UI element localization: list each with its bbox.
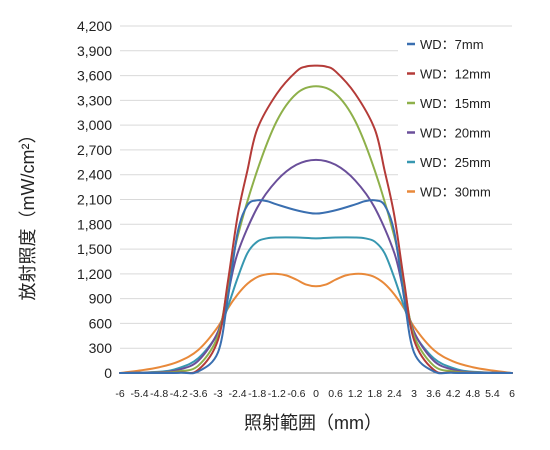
y-axis-title: 放射照度（mW/cm²） bbox=[18, 126, 38, 301]
legend-label: WD：20mm bbox=[420, 126, 491, 141]
y-tick-label: 300 bbox=[89, 340, 113, 356]
y-tick-label: 0 bbox=[104, 365, 112, 381]
y-tick-label: 1,200 bbox=[77, 266, 112, 282]
x-tick-label: -5.4 bbox=[131, 388, 149, 400]
x-tick-label: -1.2 bbox=[268, 388, 286, 400]
x-tick-label: 3 bbox=[411, 388, 417, 400]
legend-label: WD：30mm bbox=[420, 185, 491, 200]
x-tick-label: 5.4 bbox=[485, 388, 500, 400]
x-tick-label: 4.2 bbox=[446, 388, 461, 400]
x-tick-label: 1.8 bbox=[367, 388, 382, 400]
series-line bbox=[119, 64, 513, 374]
legend-label: WD：15mm bbox=[420, 96, 491, 111]
x-tick-label: 3.6 bbox=[426, 388, 441, 400]
y-tick-label: 1,500 bbox=[77, 241, 112, 257]
y-tick-label: 2,100 bbox=[77, 192, 112, 208]
legend-label: WD：12mm bbox=[420, 67, 491, 82]
y-tick-label: 3,300 bbox=[77, 92, 112, 108]
y-tick-label: 3,000 bbox=[77, 117, 112, 133]
x-axis-title: 照射範囲（mm） bbox=[244, 413, 382, 433]
y-tick-label: 2,400 bbox=[77, 167, 112, 183]
legend: WD：7mm WD：12mm WD：15mm WD：20mm WD：25mm WD：30m… bbox=[398, 30, 512, 213]
x-tick-label: 4.8 bbox=[465, 388, 480, 400]
legend-box bbox=[398, 30, 512, 213]
legend-label: WD：25mm bbox=[420, 155, 491, 170]
x-tick-label: -4.8 bbox=[150, 388, 168, 400]
x-tick-label: -1.8 bbox=[248, 388, 266, 400]
x-axis-ticks: -6 -5.4 -4.8 -4.2 -3.6 -3 -2.4 -1.8 -1.2 -0.6 0 0.6… bbox=[115, 388, 515, 400]
legend-label: WD：7mm bbox=[420, 37, 484, 52]
y-axis-ticks: 0 300 600 900 1,200 1,500 1,800 2,100 2,400 2,700… bbox=[77, 18, 112, 381]
y-tick-label: 3,900 bbox=[77, 43, 112, 59]
x-tick-label: 1.2 bbox=[348, 388, 363, 400]
x-tick-label: 6 bbox=[509, 388, 515, 400]
x-tick-label: -0.6 bbox=[287, 388, 305, 400]
series-line bbox=[119, 158, 513, 374]
x-tick-label: 0.6 bbox=[328, 388, 343, 400]
series-line bbox=[119, 85, 513, 374]
y-tick-label: 600 bbox=[89, 315, 113, 331]
x-tick-label: -2.4 bbox=[229, 388, 247, 400]
series-line bbox=[119, 199, 513, 375]
x-tick-label: 0 bbox=[313, 388, 319, 400]
y-tick-label: 1,800 bbox=[77, 216, 112, 232]
series-line bbox=[119, 236, 513, 374]
series-line bbox=[119, 272, 513, 374]
y-tick-label: 4,200 bbox=[77, 18, 112, 34]
x-tick-label: -4.2 bbox=[170, 388, 188, 400]
x-tick-label: -6 bbox=[115, 388, 124, 400]
y-tick-label: 900 bbox=[89, 291, 113, 307]
x-tick-label: 2.4 bbox=[387, 388, 402, 400]
series-lines bbox=[119, 64, 513, 375]
x-tick-label: -3 bbox=[213, 388, 222, 400]
y-tick-label: 2,700 bbox=[77, 142, 112, 158]
x-tick-label: -3.6 bbox=[189, 388, 207, 400]
y-tick-label: 3,600 bbox=[77, 68, 112, 84]
